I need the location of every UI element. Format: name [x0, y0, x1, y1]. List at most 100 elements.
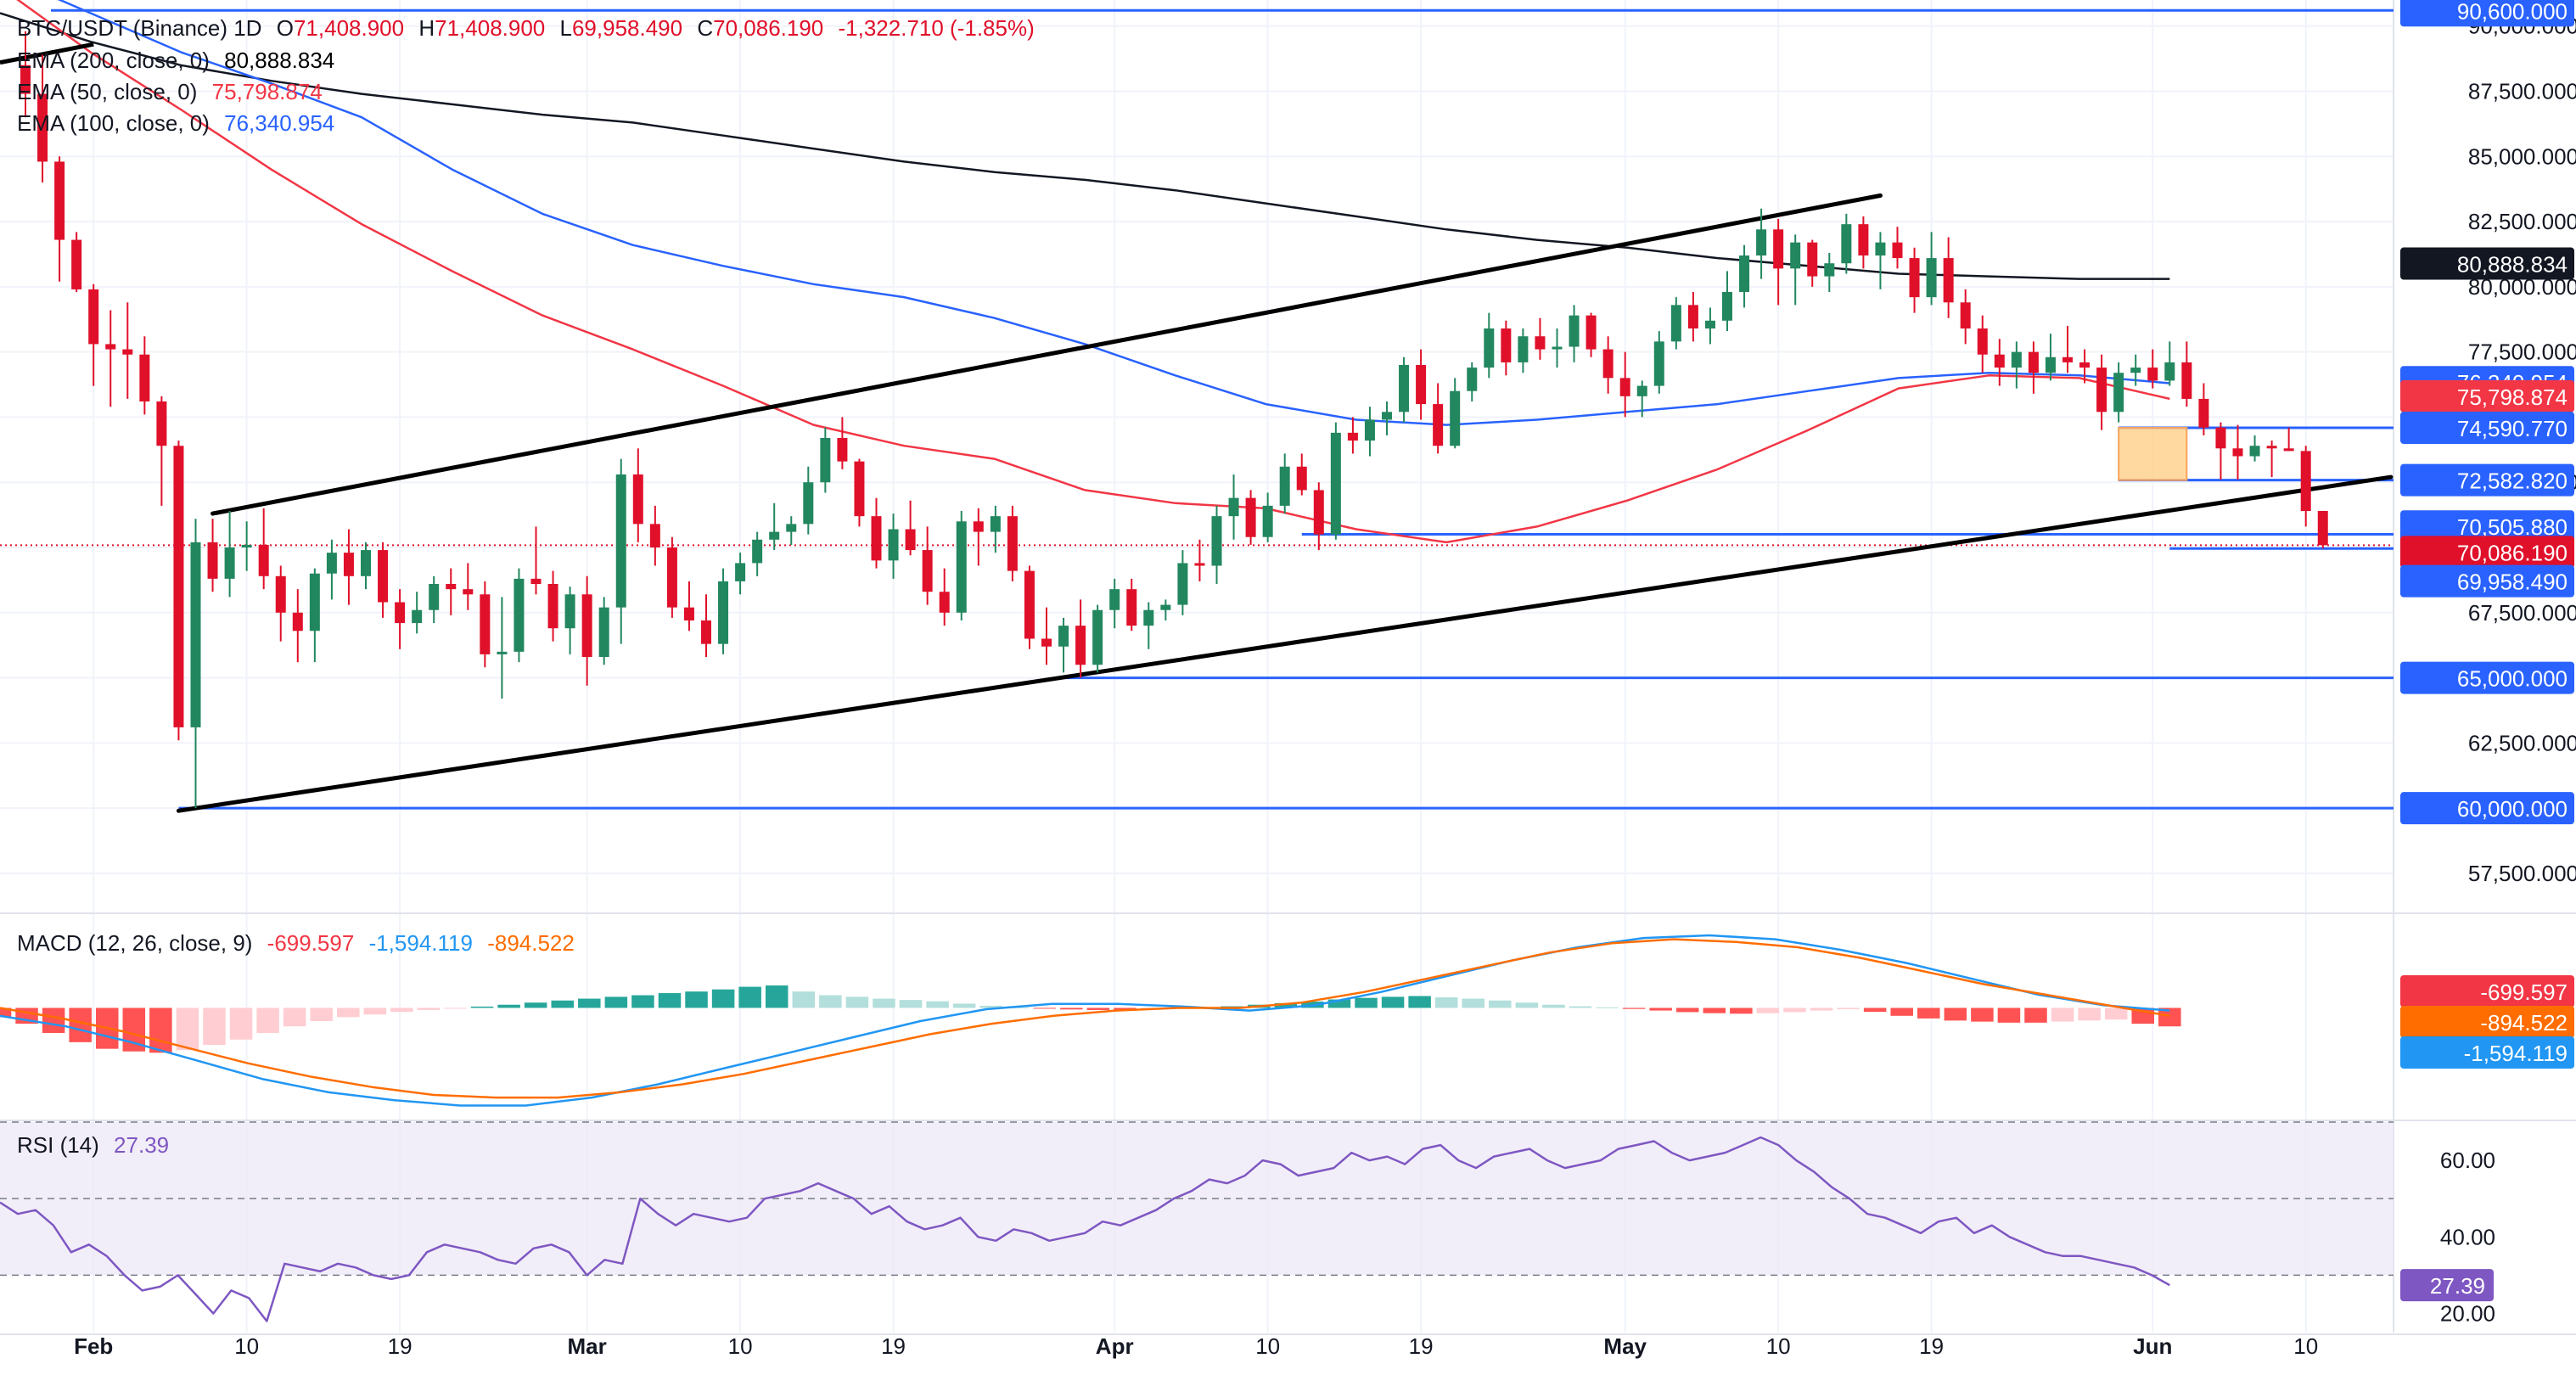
candles-layer [20, 31, 2328, 809]
candle-up [803, 482, 814, 525]
candle-up [769, 531, 780, 540]
candle-down [1909, 258, 1920, 298]
rsi-tick-label: 60.00 [2440, 1148, 2495, 1173]
last-price-tag-bg [2400, 536, 2574, 569]
candle-down [1416, 365, 1427, 405]
price-tick-label: 57,500.000 [2468, 861, 2576, 886]
time-tick-label: 19 [388, 1333, 412, 1359]
macd-hist-bar [524, 1002, 547, 1008]
candle-up [1739, 255, 1750, 292]
macd-line-tag: -1,594.119 [2464, 1041, 2568, 1066]
macd-hist-bar [1675, 1008, 1699, 1013]
candle-down [292, 612, 303, 631]
candle-down [37, 93, 48, 162]
candle-up [190, 542, 201, 727]
candle-down [1126, 589, 1137, 626]
candle-down [1433, 404, 1444, 446]
macd-hist-bar [1381, 996, 1405, 1008]
macd-hist-bar [1274, 1002, 1298, 1008]
macd-hist-bar [738, 986, 761, 1008]
candle-up [1058, 626, 1069, 647]
candle-down [1024, 570, 1035, 639]
candle-up [1177, 563, 1188, 605]
macd-hist-bar [470, 1006, 494, 1008]
symbol-label: BTC/USDT (Binance) 1D [17, 15, 262, 41]
candle-up [786, 524, 797, 532]
macd-hist-bar [1917, 1008, 1940, 1019]
macd-hist-bar [845, 996, 869, 1008]
candle-up [309, 573, 320, 631]
level-tag-69958-bg [2400, 564, 2574, 598]
macd-hist-bar [390, 1008, 413, 1013]
macd-signal-value: -894.522 [487, 930, 575, 956]
candle-down [2181, 362, 2192, 399]
macd-hist-bar [1489, 1000, 1512, 1008]
candle-down [1041, 638, 1052, 647]
rsi-tick-label: 20.00 [2440, 1300, 2495, 1326]
trendlines-layer [0, 42, 2394, 813]
candle-down [395, 602, 406, 624]
macd-legend[interactable]: MACD (12, 26, close, 9) -699.597 -1,594.… [17, 930, 583, 957]
candle-down [2215, 427, 2226, 449]
macd-hist-bar [631, 995, 654, 1008]
high-value: H71,408.900 [418, 15, 546, 41]
candle-down [2096, 368, 2107, 413]
candle-up [2011, 351, 2022, 368]
candle-up [514, 578, 525, 652]
consolidation-box [2118, 426, 2188, 481]
ema50-value: 75,798.874 [211, 79, 323, 104]
level-tag-74590: 74,590.770 [2457, 416, 2568, 441]
candle-up [888, 529, 899, 561]
candle-down [1347, 432, 1358, 441]
macd-hist-bar [765, 985, 789, 1008]
candle-up [990, 516, 1001, 532]
macd-hist-tag: -699.597 [2480, 979, 2568, 1005]
macd-signal-tag-bg [2400, 1006, 2574, 1038]
macd-hist-bar [1327, 999, 1351, 1008]
candle-down [1194, 563, 1205, 566]
macd-hist-bar [1971, 1008, 1994, 1022]
macd-hist-bar [2158, 1008, 2181, 1027]
macd-hist-bar [926, 1001, 949, 1008]
macd-label: MACD (12, 26, close, 9) [17, 930, 253, 956]
macd-hist-bar [1837, 1008, 1860, 1010]
time-axis: Feb 10 19 Mar 10 19 Apr 10 19 May 10 19 Jun 10 [74, 1333, 2318, 1359]
candle-down [854, 461, 865, 517]
candle-down [258, 544, 269, 576]
ema100-legend[interactable]: EMA (100, close, 0) 76,340.954 [17, 110, 343, 137]
time-tick-label: 10 [728, 1333, 753, 1359]
ema50-legend[interactable]: EMA (50, close, 0) 75,798.874 [17, 79, 331, 105]
macd-hist-bar [337, 1008, 360, 1018]
time-tick-label: Mar [568, 1333, 607, 1359]
rsi-legend[interactable]: RSI (14) 27.39 [17, 1132, 177, 1159]
macd-hist-bar [0, 1008, 12, 1018]
ohlc-legend: BTC/USDT (Binance) 1D O71,408.900 H71,40… [17, 15, 1043, 42]
candle-down [922, 550, 933, 592]
candle-down [939, 592, 950, 613]
price-tick-label: 82,500.000 [2468, 209, 2576, 234]
candle-up [598, 607, 609, 657]
close-value: C70,086.190 [697, 15, 824, 41]
level-tag-60000: 60,000.000 [2457, 796, 2568, 822]
candle-down [2283, 448, 2294, 452]
macd-hist-bar [310, 1008, 333, 1021]
rsi-label: RSI (14) [17, 1132, 99, 1158]
candle-down [463, 589, 474, 595]
candle-up [1790, 242, 1801, 269]
ema200-legend[interactable]: EMA (200, close, 0) 80,888.834 [17, 48, 343, 74]
macd-hist-bar [1434, 997, 1458, 1008]
macd-hist-bar [363, 1008, 387, 1015]
candle-up [1279, 466, 1290, 506]
candle-up [1160, 604, 1171, 610]
candle-down [2317, 511, 2328, 546]
candle-down [343, 553, 354, 576]
rsi-value: 27.39 [114, 1132, 170, 1158]
macd-line-value: -1,594.119 [368, 930, 473, 956]
candle-up [752, 539, 763, 564]
candle-up [1926, 258, 1937, 298]
macd-hist-tag-bg [2400, 975, 2574, 1008]
macd-hist-bar [1783, 1008, 1806, 1013]
candle-down [683, 607, 694, 620]
candle-up [718, 581, 729, 644]
time-tick-label: Apr [1096, 1333, 1134, 1359]
